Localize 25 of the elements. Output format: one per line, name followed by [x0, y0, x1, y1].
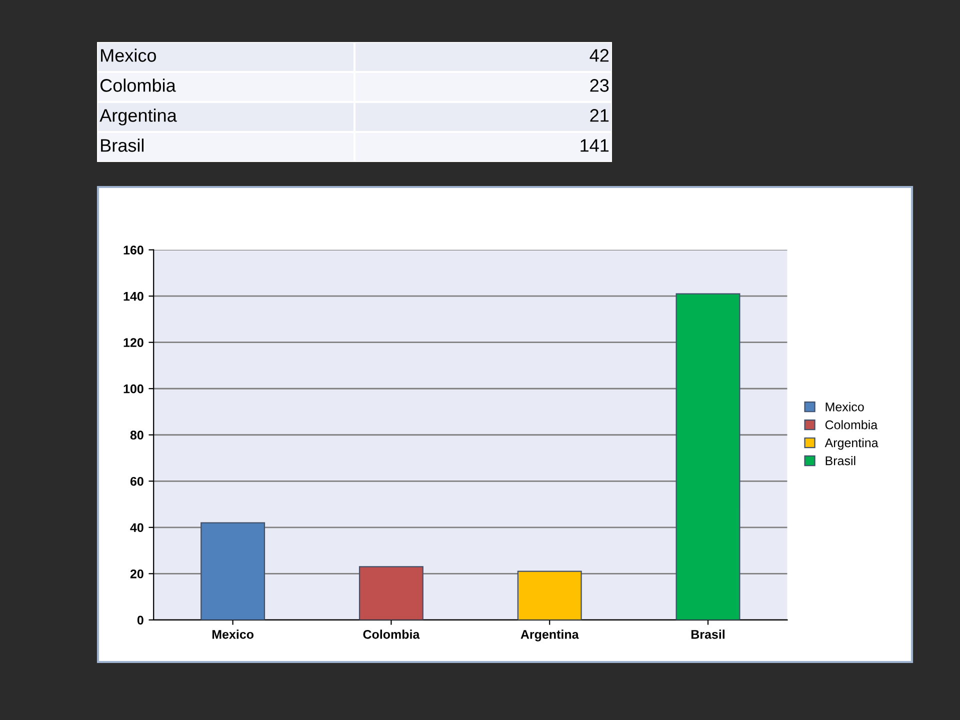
- x-tick-label: Mexico: [212, 630, 254, 639]
- category-label: Argentina: [100, 108, 177, 126]
- y-tick-label: 100: [124, 384, 144, 394]
- x-tick-label: Brasil: [691, 630, 724, 639]
- y-tick-label: 60: [130, 476, 144, 486]
- y-tick-label: 0: [137, 616, 144, 625]
- y-tick-label: 140: [124, 292, 144, 301]
- y-tick-label: 40: [130, 523, 144, 532]
- y-tick-label: 160: [124, 246, 144, 254]
- y-tick-label: 120: [124, 338, 144, 348]
- y-tick-label: 20: [130, 569, 144, 578]
- legend-label: Colombia: [825, 420, 878, 430]
- data-label: 23: [590, 79, 609, 92]
- data-label: 21: [590, 109, 609, 122]
- category-label: Brasil: [101, 138, 144, 152]
- legend-label: Brasil: [826, 456, 856, 466]
- data-label: 42: [590, 49, 609, 62]
- category-label: Colombia: [100, 78, 176, 92]
- y-tick-label: 80: [130, 430, 144, 440]
- legend-label: Argentina: [824, 438, 878, 450]
- data-label: 141: [580, 139, 609, 152]
- legend-label: Mexico: [826, 402, 864, 412]
- x-tick-label: Argentina: [520, 630, 579, 642]
- x-tick-label: Colombia: [363, 630, 420, 639]
- category-label: Mexico: [101, 48, 156, 62]
